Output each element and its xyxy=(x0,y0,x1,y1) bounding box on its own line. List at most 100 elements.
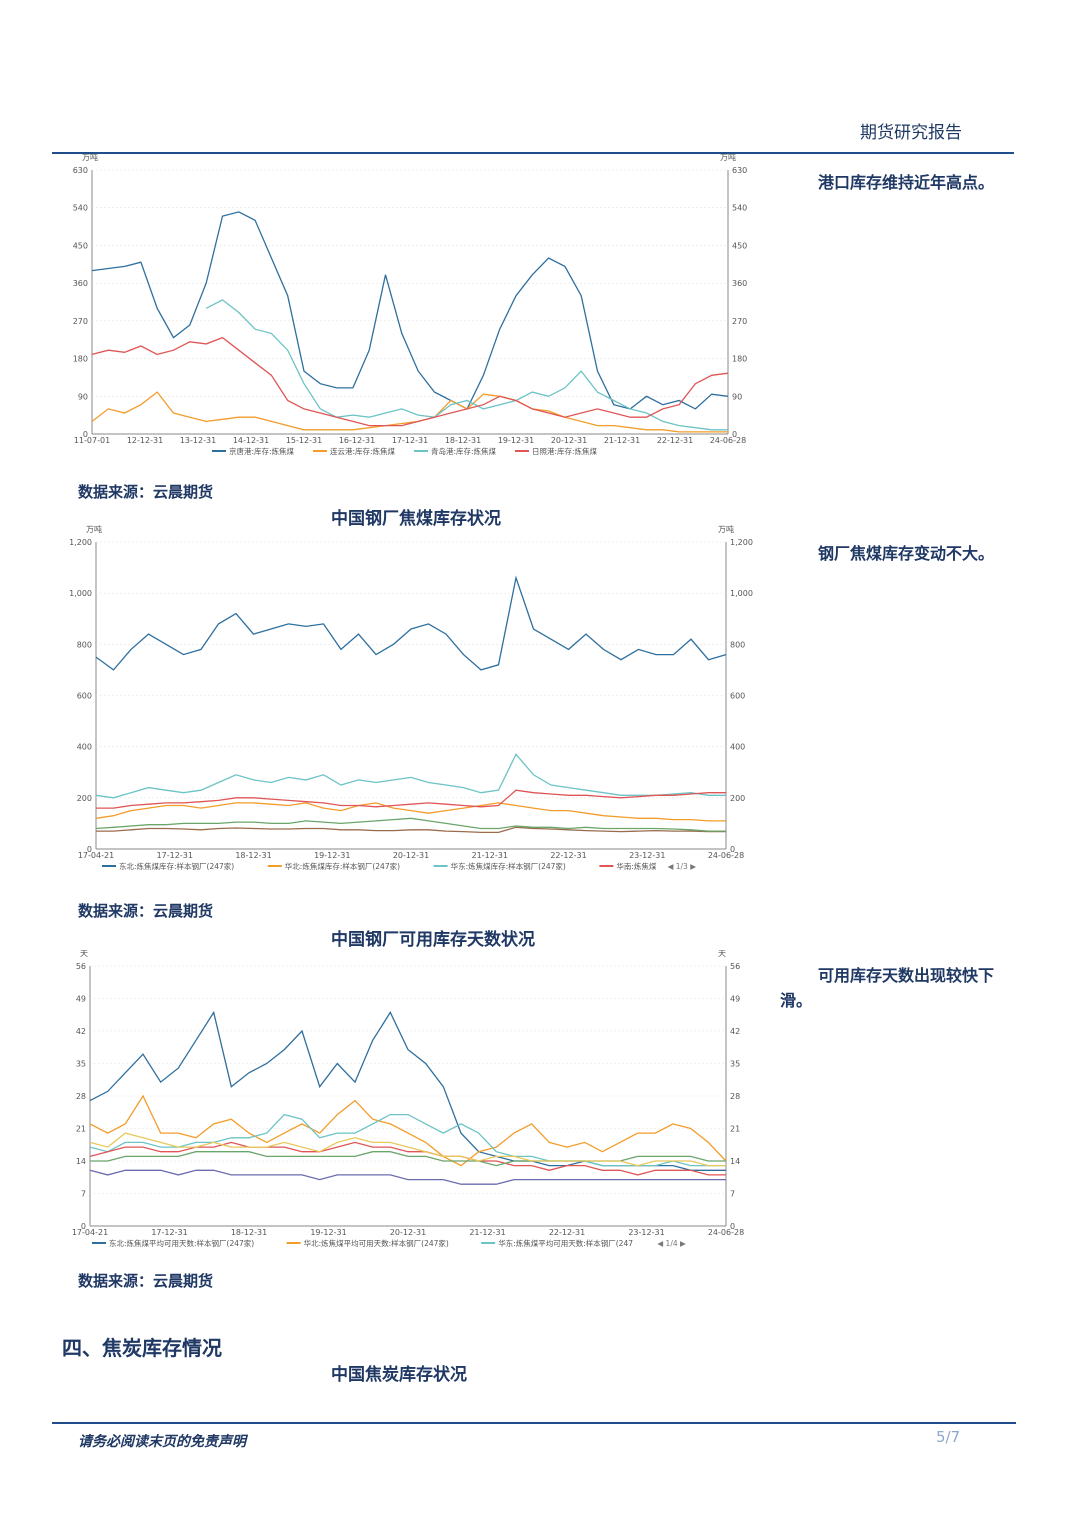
data-source-3: 数据来源：云晨期货 xyxy=(78,1272,214,1290)
y-tick-label-left: 400 xyxy=(77,743,92,752)
x-tick-label: 20-12-31 xyxy=(390,1228,426,1237)
caption-coke-inventory: 中国焦炭库存状况 xyxy=(331,1365,467,1385)
note-mill-coal-inventory: 钢厂焦煤库存变动不大。 xyxy=(818,544,995,563)
x-tick-label: 18-12-31 xyxy=(235,851,271,860)
y-tick-label-left: 180 xyxy=(73,355,88,364)
legend-label: 华北:炼焦煤库存:样本钢厂(247家) xyxy=(285,861,400,871)
series-line-5 xyxy=(89,1132,726,1167)
y-tick-label-left: 600 xyxy=(77,692,92,701)
x-tick-label: 22-12-31 xyxy=(550,851,586,860)
y-tick-label-left: 21 xyxy=(76,1125,86,1134)
y-tick-label-right: 360 xyxy=(732,279,747,288)
x-tick-label: 16-12-31 xyxy=(339,436,375,445)
y-tick-label-left: 360 xyxy=(73,279,88,288)
y-tick-label-right: 800 xyxy=(730,640,745,649)
x-tick-label: 17-12-31 xyxy=(151,1228,187,1237)
note-available-days-line2: 滑。 xyxy=(780,991,813,1010)
x-tick-label: 21-12-31 xyxy=(472,851,508,860)
series-line-2 xyxy=(95,753,726,799)
x-tick-label: 12-12-31 xyxy=(127,436,163,445)
x-tick-label: 23-12-31 xyxy=(629,851,665,860)
y-tick-label-right: 1,200 xyxy=(730,538,753,547)
y-tick-label-left: 630 xyxy=(73,166,88,175)
y-tick-label-right: 600 xyxy=(730,692,745,701)
y-tick-label-left: 540 xyxy=(73,204,88,213)
x-tick-label: 17-12-31 xyxy=(157,851,193,860)
y-tick-label-left: 200 xyxy=(77,794,92,803)
legend-label: 日照港:库存:炼焦煤 xyxy=(532,446,598,456)
footer-disclaimer: 请务必阅读末页的免责声明 xyxy=(78,1434,246,1450)
series-line-1 xyxy=(89,1094,727,1167)
note-port-inventory: 港口库存维持近年高点。 xyxy=(818,173,995,192)
legend-label: 京唐港:库存:炼焦煤 xyxy=(229,446,295,456)
x-tick-label: 19-12-31 xyxy=(498,436,534,445)
y-tick-label-left: 90 xyxy=(78,392,88,401)
x-tick-label: 24-06-28 xyxy=(708,851,744,860)
y-tick-label-right: 49 xyxy=(730,995,740,1004)
caption-mill-coal-inventory: 中国钢厂焦煤库存状况 xyxy=(331,509,501,529)
series-line-0 xyxy=(95,575,727,671)
note-available-days-line1: 可用库存天数出现较快下 xyxy=(818,966,995,985)
x-tick-label: 13-12-31 xyxy=(180,436,216,445)
x-tick-label: 17-12-31 xyxy=(392,436,428,445)
y-tick-label-left: 42 xyxy=(76,1027,86,1036)
y-tick-label-left: 270 xyxy=(73,317,88,326)
y-tick-label-right: 28 xyxy=(730,1092,740,1101)
x-tick-label: 18-12-31 xyxy=(231,1228,267,1237)
x-tick-label: 20-12-31 xyxy=(393,851,429,860)
y-tick-label-right: 180 xyxy=(732,355,747,364)
legend-label: 华东:炼焦煤库存:样本钢厂(247家) xyxy=(451,861,566,871)
y-tick-label-left: 35 xyxy=(76,1060,86,1069)
x-tick-label: 24-06-28 xyxy=(710,436,746,445)
mill-coking-coal-inventory-chart: 万吨 万吨 0 0 200 200 400 400 600 600 800 800 1,000 1,000… xyxy=(69,524,753,871)
y-tick-label-left: 7 xyxy=(81,1190,86,1199)
x-tick-label: 22-12-31 xyxy=(657,436,693,445)
x-tick-label: 17-04-21 xyxy=(72,1228,108,1237)
y-unit-right: 万吨 xyxy=(720,152,736,162)
series-line-2 xyxy=(205,299,728,431)
y-tick-label-right: 0 xyxy=(730,1222,735,1231)
series-line-5 xyxy=(95,817,726,832)
y-tick-label-right: 540 xyxy=(732,204,747,213)
y-tick-label-right: 7 xyxy=(730,1190,735,1199)
x-tick-label: 19-12-31 xyxy=(310,1228,346,1237)
footer-divider xyxy=(52,1422,1016,1424)
y-tick-label-right: 450 xyxy=(732,241,747,250)
y-unit-right: 天 xyxy=(718,950,726,958)
port-coking-coal-inventory-chart: 万吨 万吨 0 0 90 90 180 180 270 270 360 360 450 450 540 540… xyxy=(73,152,748,456)
y-tick-label-right: 1,000 xyxy=(730,589,753,598)
series-line-2 xyxy=(89,1113,726,1167)
y-unit-right: 万吨 xyxy=(718,524,734,534)
x-tick-label: 21-12-31 xyxy=(604,436,640,445)
legend-label: 东北:炼焦煤平均可用天数:样本钢厂(247家) xyxy=(109,1238,254,1248)
legend-label: 东北:炼焦煤库存:样本钢厂(247家) xyxy=(119,861,234,871)
y-tick-label-right: 42 xyxy=(730,1027,740,1036)
y-tick-label-right: 270 xyxy=(732,317,747,326)
y-tick-label-left: 56 xyxy=(76,962,86,971)
report-type-header: 期货研究报告 xyxy=(860,123,962,143)
data-source-2: 数据来源：云晨期货 xyxy=(78,902,214,920)
header-divider xyxy=(52,152,1014,154)
series-line-3 xyxy=(96,789,726,809)
y-tick-label-right: 630 xyxy=(732,166,747,175)
y-tick-label-right: 35 xyxy=(730,1060,740,1069)
y-tick-label-left: 49 xyxy=(76,995,86,1004)
y-tick-label-left: 1,000 xyxy=(69,589,92,598)
y-tick-label-right: 0 xyxy=(732,430,737,439)
y-unit-left: 万吨 xyxy=(86,524,102,534)
x-tick-label: 21-12-31 xyxy=(469,1228,505,1237)
series-line-6 xyxy=(89,1169,726,1185)
y-tick-label-right: 200 xyxy=(730,794,745,803)
y-tick-label-left: 800 xyxy=(77,640,92,649)
legend-label: 连云港:库存:炼焦煤 xyxy=(330,446,396,456)
legend-label: 青岛港:库存:炼焦煤 xyxy=(431,446,497,456)
legend-label: 华南:炼焦煤 xyxy=(616,861,657,871)
data-source-1: 数据来源：云晨期货 xyxy=(78,483,214,501)
y-tick-label-left: 0 xyxy=(83,430,88,439)
legend-pager: ◀ 1/3 ▶ xyxy=(668,862,697,871)
y-tick-label-right: 0 xyxy=(730,845,735,854)
legend-label: 华北:炼焦煤平均可用天数:样本钢厂(247家) xyxy=(304,1238,449,1248)
x-tick-label: 14-12-31 xyxy=(233,436,269,445)
y-unit-left: 天 xyxy=(80,950,88,958)
y-unit-left: 万吨 xyxy=(82,152,98,162)
